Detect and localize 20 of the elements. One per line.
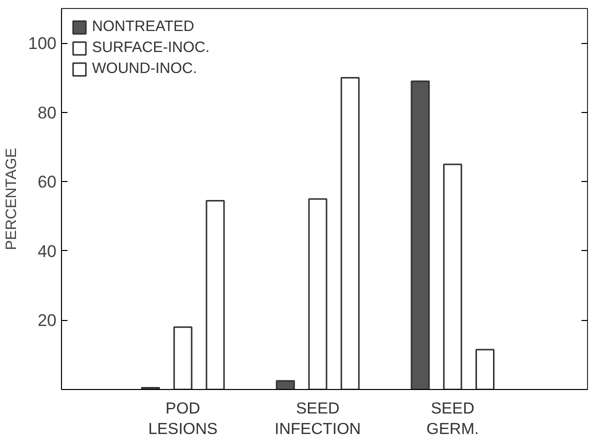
y-tick-label: 80 [38,103,57,122]
bar [443,164,462,390]
legend-label: WOUND-INOC. [92,60,197,77]
x-tick-label: SEED GERM. [426,400,479,438]
bar [276,380,295,390]
y-tick-label: 40 [38,242,57,261]
legend-label: NONTREATED [92,18,194,35]
bar [173,326,192,390]
bar [340,77,360,390]
bar [410,80,430,390]
x-tick-label: POD LESIONS [148,400,218,438]
legend-label: SURFACE-INOC. [92,39,210,56]
bar [308,198,328,390]
x-tick-label: SEED INFECTION [274,400,361,438]
y-axis-title: PERCENTAGE [3,148,20,250]
y-tick-label: 100 [28,34,57,54]
bar [475,348,495,390]
y-tick-label: 20 [38,311,57,330]
bar [206,200,225,390]
y-tick-label: 60 [38,172,57,192]
